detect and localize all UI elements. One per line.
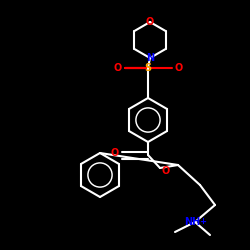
Text: NH: NH	[184, 217, 200, 227]
Text: S: S	[144, 63, 152, 73]
Text: O: O	[175, 63, 183, 73]
Text: O: O	[114, 63, 122, 73]
Text: N: N	[146, 53, 154, 63]
Text: +: +	[200, 216, 206, 226]
Text: O: O	[146, 17, 154, 27]
Text: O: O	[162, 166, 170, 176]
Text: O: O	[111, 148, 119, 158]
